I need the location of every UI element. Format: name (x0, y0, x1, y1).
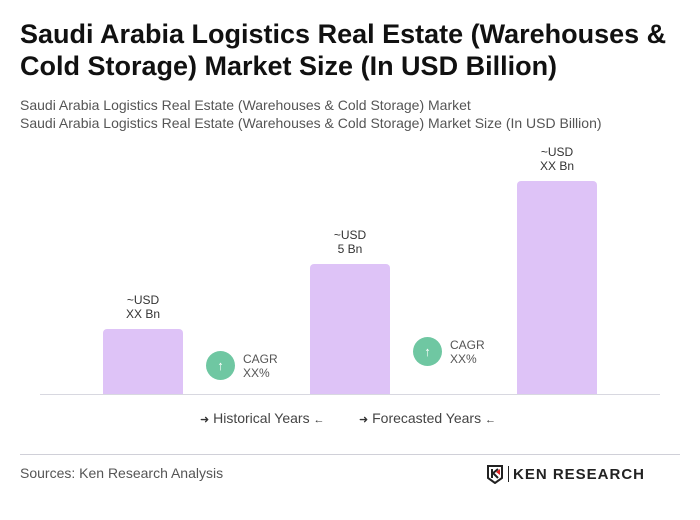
data-label-line2: XX Bn (539, 158, 575, 173)
logo-text: KEN RESEARCH (513, 465, 646, 483)
legend-forecasted: ➜ Forecasted Years ← (359, 410, 496, 426)
footer-divider (20, 454, 680, 455)
cagr-value: XX% (243, 366, 270, 380)
page-title: Saudi Arabia Logistics Real Estate (Ware… (20, 19, 667, 81)
bar-data-label: ~USD 5 Bn (290, 228, 410, 256)
arrow-left-icon: ← (313, 414, 325, 426)
source-note: Sources: Ken Research Analysis (20, 465, 224, 481)
data-label-line2: 5 Bn (337, 242, 363, 256)
arrow-up-icon: ↑ (206, 351, 235, 380)
arrow-right-icon: ➜ (200, 414, 210, 426)
data-label-line1: ~USD (126, 293, 160, 307)
bar-2 (310, 264, 390, 394)
cagr-annotation-1: CAGR XX% (243, 352, 278, 380)
ken-research-logo: KEN RESEARCH (486, 464, 645, 484)
x-axis-line (40, 394, 660, 395)
subtitle: Saudi Arabia Logistics Real Estate (Ware… (20, 97, 471, 113)
data-label-line2: XX Bn (125, 307, 161, 321)
cagr-label: CAGR (450, 338, 485, 352)
arrow-right-icon: ➜ (359, 414, 369, 426)
cagr-label: CAGR (243, 352, 278, 366)
logo-mark-icon (487, 465, 503, 484)
arrow-up-icon: ↑ (413, 337, 442, 366)
data-label-line1: ~USD (333, 228, 367, 242)
bar-data-label: ~USD XX Bn (83, 293, 203, 321)
subtitle-2: Saudi Arabia Logistics Real Estate (Ware… (20, 115, 602, 131)
legend-label: Historical Years (213, 410, 310, 426)
legend-historical: ➜ Historical Years ← (200, 410, 325, 426)
arrow-left-icon: ← (484, 414, 496, 426)
bar-1 (103, 329, 183, 394)
cagr-value: XX% (450, 352, 477, 366)
bar-3 (517, 180, 597, 394)
bar-data-label: ~USD XX Bn (497, 145, 617, 173)
legend-label: Forecasted Years (372, 410, 482, 426)
data-label-line1: ~USD (540, 144, 574, 159)
cagr-annotation-2: CAGR XX% (450, 338, 485, 366)
